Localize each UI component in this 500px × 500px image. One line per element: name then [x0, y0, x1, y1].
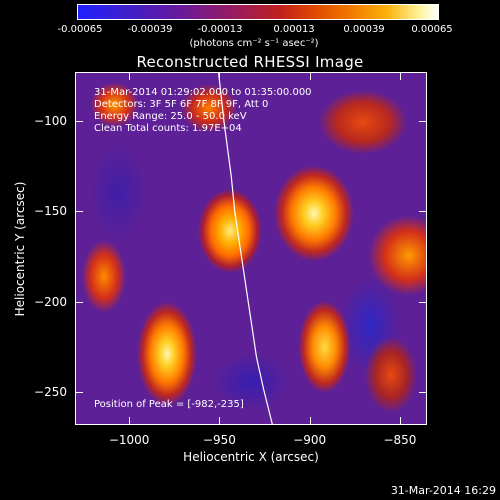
- x-tick-label: −850: [383, 433, 417, 447]
- colorbar-tick: 0.00039: [343, 24, 385, 35]
- x-tick-label: −900: [293, 433, 327, 447]
- x-tick-label: −1000: [108, 433, 150, 447]
- clean-counts-annotation: Clean Total counts: 1.97E+04: [94, 123, 242, 134]
- y-tick-label: −200: [34, 294, 67, 309]
- x-tick-mark: [129, 417, 131, 425]
- colorbar-tick: -0.00065: [57, 24, 103, 35]
- detectors-annotation: Detectors: 3F 5F 6F 7F 8F 9F, Att 0: [94, 99, 269, 110]
- colorbar-gradient: [77, 4, 439, 20]
- x-tick-label: −950: [202, 433, 236, 447]
- colorbar-tick: -0.00013: [197, 24, 243, 35]
- observation-info: 31-Mar-2014 01:29:02.000 to 01:35:00.000…: [94, 87, 312, 135]
- x-tick-mark: [219, 72, 221, 80]
- y-tick-label: −250: [34, 385, 67, 400]
- y-tick-mark: [419, 392, 427, 394]
- colorbar-tick: -0.00039: [127, 24, 173, 35]
- y-axis-title: Heliocentric Y (arcsec): [13, 181, 27, 317]
- colorbar-unit-label: (photons cm⁻² s⁻¹ asec⁻²): [189, 38, 319, 49]
- y-tick-mark: [75, 211, 83, 213]
- y-tick-mark: [75, 120, 83, 122]
- heatmap-plot-area: 31-Mar-2014 01:29:02.000 to 01:35:00.000…: [75, 72, 427, 425]
- time-range-annotation: 31-Mar-2014 01:29:02.000 to 01:35:00.000: [94, 87, 312, 98]
- y-tick-mark: [75, 392, 83, 394]
- colorbar: [77, 4, 439, 20]
- y-tick-mark: [75, 301, 83, 303]
- peak-position-annotation: Position of Peak = [-982,-235]: [94, 399, 244, 410]
- x-tick-mark: [309, 417, 311, 425]
- chart-title: Reconstructed RHESSI Image: [136, 53, 364, 71]
- colorbar-tick: 0.00013: [273, 24, 315, 35]
- solar-limb-svg: [218, 73, 273, 424]
- x-tick-mark: [399, 417, 401, 425]
- x-tick-mark: [219, 417, 221, 425]
- x-axis-title: Heliocentric X (arcsec): [183, 450, 319, 464]
- y-tick-label: −100: [34, 113, 67, 128]
- x-tick-mark: [399, 72, 401, 80]
- energy-range-annotation: Energy Range: 25.0 - 50.0 keV: [94, 111, 247, 122]
- y-tick-label: −150: [34, 204, 67, 219]
- y-tick-mark: [419, 211, 427, 213]
- solar-limb-line: [218, 73, 273, 424]
- y-tick-mark: [419, 120, 427, 122]
- x-tick-mark: [309, 72, 311, 80]
- footer-timestamp: 31-Mar-2014 16:29: [390, 484, 496, 497]
- colorbar-tick: 0.00065: [411, 24, 453, 35]
- y-tick-mark: [419, 301, 427, 303]
- x-tick-mark: [129, 72, 131, 80]
